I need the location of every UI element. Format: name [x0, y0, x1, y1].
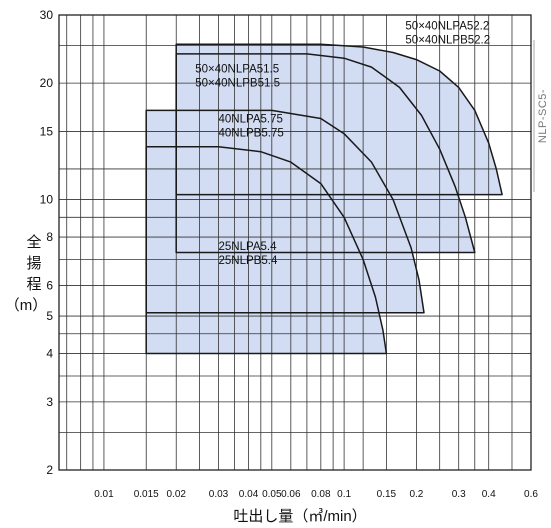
- region-border-3: [145, 109, 425, 314]
- region-label-3-2: 40NLPB5.75: [219, 128, 284, 140]
- x-tick-label: 0.15: [377, 489, 397, 500]
- x-tick-label: 0.04: [239, 489, 259, 500]
- x-tick-label: 0.06: [281, 489, 301, 500]
- region-label-2-1: 50×40NLPA51.5: [195, 64, 279, 76]
- regions-borders: [145, 43, 503, 355]
- x-tick-label: 0.08: [311, 489, 331, 500]
- region-border-1: [175, 43, 503, 196]
- y-tick-label: 20: [40, 76, 54, 90]
- y-axis-title-char-1: 全: [26, 233, 41, 251]
- region-fill-4: [146, 146, 387, 354]
- x-tick-label: 0.03: [209, 489, 229, 500]
- y-tick-label: 5: [46, 309, 53, 323]
- region-label-1-2: 50×40NLPB52.2: [405, 35, 490, 47]
- side-label: NLP-SC5-: [537, 89, 549, 143]
- x-tick-label: 0.01: [94, 489, 114, 500]
- region-label-1-1: 50×40NLPA52.2: [405, 21, 489, 33]
- region-labels: 50×40NLPA52.2 50×40NLPB52.2 50×40NLPA51.5 5…: [195, 21, 490, 268]
- y-tick-label: 4: [46, 347, 53, 361]
- x-tick-label: 0.1: [337, 489, 351, 500]
- y-tick-label: 10: [40, 193, 54, 207]
- plot-frame: [58, 14, 532, 471]
- x-tick-labels: 0.01 0.015 0.02 0.03 0.04 0.05 0.06 0.08 0.1 0.15…: [94, 489, 538, 500]
- y-tick-label: 30: [40, 8, 54, 22]
- region-border-2: [175, 53, 476, 254]
- grid-lines: [59, 14, 532, 471]
- x-tick-label: 0.05: [262, 489, 282, 500]
- y-tick-label: 2: [46, 463, 53, 477]
- region-label-4-2: 25NLPB5.4: [219, 255, 278, 267]
- region-label-3-1: 40NLPA5.75: [219, 114, 283, 126]
- region-border-4: [145, 145, 388, 355]
- y-axis-title-char-2: 揚: [26, 255, 41, 272]
- coverage-regions: [146, 44, 503, 354]
- y-tick-label: 8: [46, 230, 53, 244]
- x-tick-label: 0.3: [452, 489, 466, 500]
- x-tick-label: 0.015: [134, 489, 159, 500]
- y-tick-labels: 2 3 4 5 6 8 10 15 20 30: [40, 8, 54, 477]
- y-axis-title-char-4: （m）: [5, 297, 48, 314]
- y-axis-title: 全 揚 程 （m）: [5, 233, 48, 314]
- x-axis-title: 吐出し量（㎥/min）: [233, 508, 366, 525]
- x-tick-label: 0.4: [482, 489, 496, 500]
- region-label-4-1: 25NLPA5.4: [219, 241, 278, 253]
- region-label-2-2: 50×40NLPB51.5: [195, 78, 280, 90]
- y-tick-label: 15: [40, 124, 54, 138]
- x-tick-label: 0.2: [409, 489, 423, 500]
- x-tick-label: 0.6: [524, 489, 538, 500]
- y-axis-title-char-3: 程: [26, 276, 41, 293]
- x-tick-label: 0.02: [166, 489, 186, 500]
- y-tick-label: 3: [46, 395, 53, 409]
- y-tick-label: 6: [46, 278, 53, 292]
